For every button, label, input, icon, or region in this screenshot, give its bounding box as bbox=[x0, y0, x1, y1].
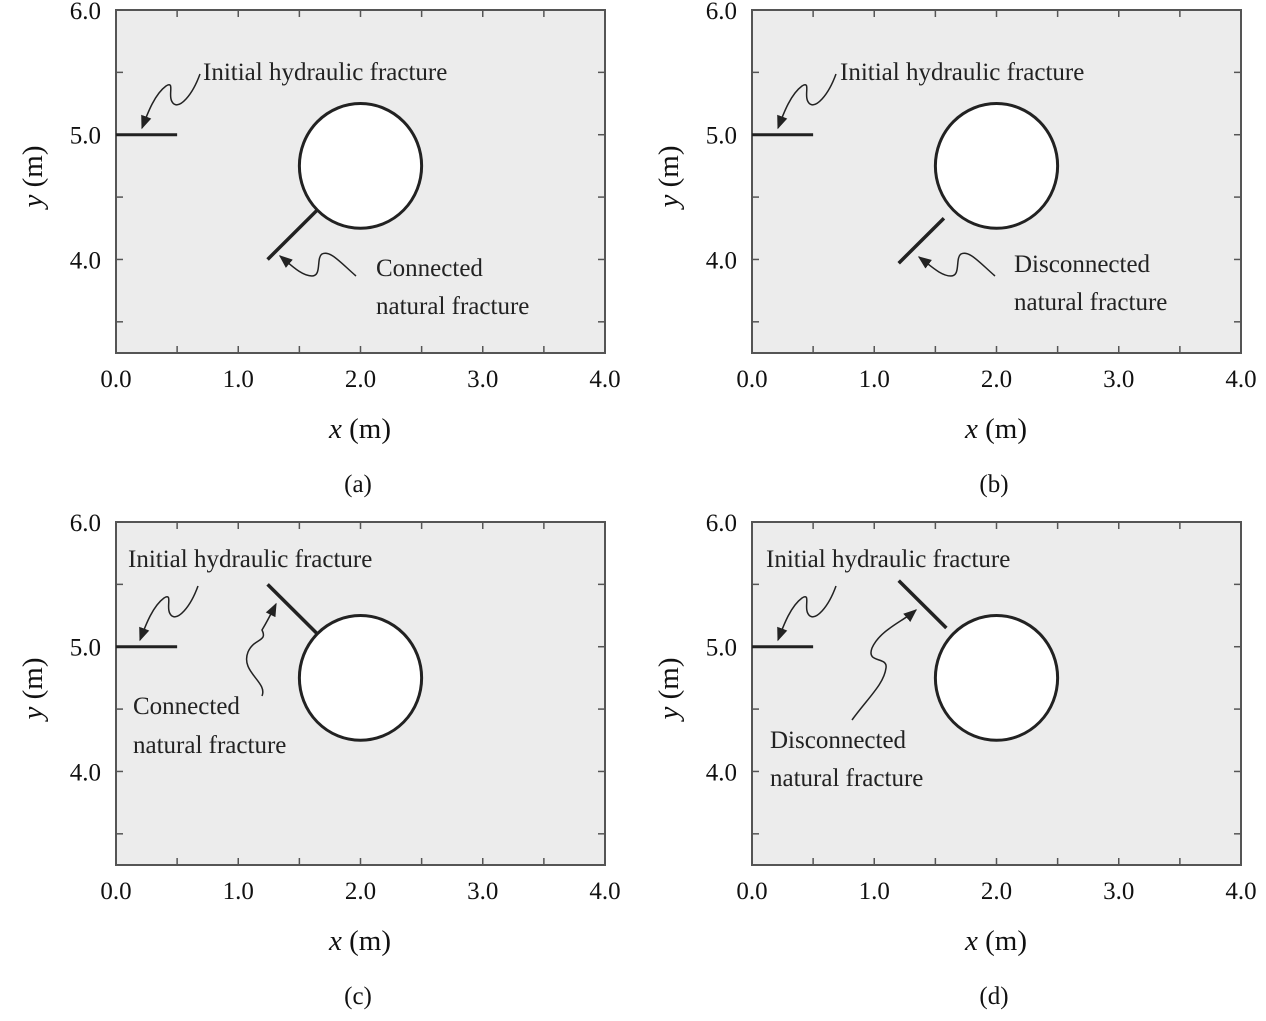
y-axis-unit: (m) bbox=[17, 658, 49, 707]
x-tick-label: 0.0 bbox=[736, 878, 767, 905]
natural-fracture-arrow-icon bbox=[278, 252, 357, 277]
natural-fracture-label: natural fracture bbox=[133, 732, 286, 759]
x-tick-label: 0.0 bbox=[736, 366, 767, 393]
circular-hole bbox=[297, 102, 424, 230]
x-tick-label: 0.0 bbox=[100, 878, 131, 905]
y-axis-unit: (m) bbox=[653, 146, 685, 195]
x-tick-label: 2.0 bbox=[345, 366, 376, 393]
x-tick-label: 3.0 bbox=[467, 366, 498, 393]
circular-hole bbox=[297, 614, 424, 742]
y-axis-label: y (m) bbox=[17, 658, 49, 723]
y-axis-label: y (m) bbox=[653, 146, 685, 211]
x-axis-unit: (m) bbox=[978, 413, 1027, 445]
panel-label: (b) bbox=[979, 471, 1008, 498]
x-tick-label: 2.0 bbox=[981, 878, 1012, 905]
x-tick-label: 4.0 bbox=[589, 878, 620, 905]
panel-b: 0.0 1.0 2.0 3.0 4.04.05.06.0x (m)y (m)(b)Ini… bbox=[653, 0, 1257, 498]
y-tick-label: 6.0 bbox=[70, 0, 101, 25]
panel-label: (d) bbox=[979, 983, 1008, 1010]
natural-fracture-arrow-icon bbox=[917, 252, 996, 277]
x-tick-label: 2.0 bbox=[981, 366, 1012, 393]
hydraulic-fracture-label: Initial hydraulic fracture bbox=[203, 59, 447, 86]
natural-fracture bbox=[266, 583, 319, 635]
x-axis-var: x bbox=[964, 413, 978, 445]
hydraulic-fracture-arrow-icon bbox=[777, 73, 837, 130]
y-tick-label: 4.0 bbox=[706, 759, 737, 786]
hydraulic-fracture-arrow-icon bbox=[139, 585, 199, 642]
circular-hole bbox=[933, 102, 1060, 230]
natural-fracture-label: Disconnected bbox=[1014, 251, 1151, 278]
hydraulic-fracture-label: Initial hydraulic fracture bbox=[840, 59, 1084, 86]
x-tick-label: 1.0 bbox=[223, 366, 254, 393]
panel-c: 0.0 1.0 2.0 3.0 4.04.05.06.0x (m)y (m)(c)Ini… bbox=[17, 510, 621, 1010]
x-axis-var: x bbox=[328, 413, 342, 445]
hydraulic-fracture-label: Initial hydraulic fracture bbox=[128, 546, 372, 573]
x-tick-label: 2.0 bbox=[345, 878, 376, 905]
natural-fracture bbox=[897, 579, 948, 630]
x-axis-unit: (m) bbox=[978, 925, 1027, 957]
x-axis-label: x (m) bbox=[964, 413, 1027, 445]
y-axis-var: y bbox=[653, 707, 685, 723]
y-axis-unit: (m) bbox=[17, 146, 49, 195]
y-tick-label: 4.0 bbox=[70, 247, 101, 274]
natural-fracture-label: Connected bbox=[376, 255, 483, 282]
x-axis-var: x bbox=[964, 925, 978, 957]
y-tick-label: 4.0 bbox=[706, 247, 737, 274]
hydraulic-fracture-arrow-icon bbox=[141, 73, 201, 130]
x-axis-unit: (m) bbox=[342, 925, 391, 957]
panel-a: 0.0 1.0 2.0 3.0 4.04.05.06.0x (m)y (m)(a)Ini… bbox=[17, 0, 621, 498]
y-axis-label: y (m) bbox=[17, 146, 49, 211]
panel-d: 0.0 1.0 2.0 3.0 4.04.05.06.0x (m)y (m)(d)Ini… bbox=[653, 510, 1257, 1010]
x-axis-label: x (m) bbox=[328, 413, 391, 445]
x-tick-label: 3.0 bbox=[1103, 366, 1134, 393]
x-tick-label: 0.0 bbox=[100, 366, 131, 393]
y-tick-label: 6.0 bbox=[70, 510, 101, 537]
natural-fracture bbox=[897, 217, 946, 265]
natural-fracture-label: natural fracture bbox=[770, 765, 923, 792]
y-tick-label: 5.0 bbox=[70, 635, 101, 662]
x-tick-label: 1.0 bbox=[859, 878, 890, 905]
natural-fracture-label: natural fracture bbox=[1014, 289, 1167, 316]
y-tick-label: 5.0 bbox=[70, 123, 101, 150]
y-axis-var: y bbox=[17, 195, 49, 211]
natural-fracture-label: natural fracture bbox=[376, 293, 529, 320]
x-tick-label: 1.0 bbox=[223, 878, 254, 905]
x-tick-label: 4.0 bbox=[589, 366, 620, 393]
y-axis-unit: (m) bbox=[653, 658, 685, 707]
x-tick-label: 4.0 bbox=[1225, 878, 1256, 905]
natural-fracture-arrow-icon bbox=[851, 609, 918, 721]
natural-fracture-label: Connected bbox=[133, 693, 240, 720]
natural-fracture-arrow-icon bbox=[245, 602, 277, 697]
y-tick-label: 4.0 bbox=[70, 759, 101, 786]
hydraulic-fracture-arrow-icon bbox=[777, 585, 837, 642]
circular-hole bbox=[933, 614, 1060, 742]
natural-fracture-label: Disconnected bbox=[770, 727, 907, 754]
y-tick-label: 6.0 bbox=[706, 510, 737, 537]
x-tick-label: 1.0 bbox=[859, 366, 890, 393]
x-axis-label: x (m) bbox=[964, 925, 1027, 957]
panel-label: (c) bbox=[344, 983, 372, 1010]
natural-fracture bbox=[266, 208, 319, 261]
y-tick-label: 5.0 bbox=[706, 635, 737, 662]
y-tick-label: 5.0 bbox=[706, 123, 737, 150]
x-axis-var: x bbox=[328, 925, 342, 957]
x-tick-label: 3.0 bbox=[1103, 878, 1134, 905]
x-tick-label: 3.0 bbox=[467, 878, 498, 905]
y-axis-var: y bbox=[653, 195, 685, 211]
x-axis-unit: (m) bbox=[342, 413, 391, 445]
y-axis-var: y bbox=[17, 707, 49, 723]
x-axis-label: x (m) bbox=[328, 925, 391, 957]
y-axis-label: y (m) bbox=[653, 658, 685, 723]
hydraulic-fracture-label: Initial hydraulic fracture bbox=[766, 546, 1010, 573]
x-tick-label: 4.0 bbox=[1225, 366, 1256, 393]
panel-label: (a) bbox=[344, 471, 372, 498]
y-tick-label: 6.0 bbox=[706, 0, 737, 25]
